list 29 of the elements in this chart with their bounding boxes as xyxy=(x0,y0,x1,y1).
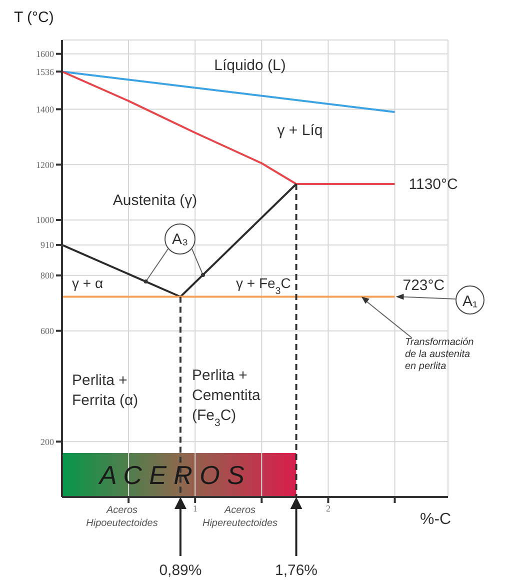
annotation: Líquido (L) xyxy=(214,57,286,74)
x-tick-label: 1 xyxy=(192,503,198,514)
y-tick-label: 600 xyxy=(40,326,54,336)
x-tick-label: 2 xyxy=(326,503,330,514)
text: 1,76% xyxy=(274,562,318,579)
annotation: γ + α xyxy=(72,275,104,291)
y-tick-label: 910 xyxy=(40,240,54,250)
y-tick-label: 200 xyxy=(40,436,54,447)
y-tick-label: 1400 xyxy=(36,104,54,114)
annotation: γ + Fe$_{3}$C xyxy=(236,275,291,296)
annotation: Perlita + Cementita (Fe$_{3}$C) xyxy=(192,367,262,429)
annotation: Perlita + Ferrita (α) xyxy=(72,372,138,409)
y-tick-label: 1536 xyxy=(36,66,54,77)
y-tick-label: 1600 xyxy=(36,49,54,60)
annotation: 723°C xyxy=(402,276,445,294)
text: Aceros Hipereutectoides xyxy=(202,505,278,529)
y-tick-label: 1200 xyxy=(36,160,54,170)
annotation: Austenita (γ) xyxy=(112,192,198,209)
text: Aceros Hipoeutectoides xyxy=(86,505,158,529)
annotation: Transformación de la austenita en perlita xyxy=(405,337,474,372)
annotation: 1130°C xyxy=(408,176,458,194)
text: 0,89% xyxy=(159,562,202,579)
annotation: γ + Líq xyxy=(277,122,323,139)
y-tick-label: 800 xyxy=(40,270,54,281)
y-tick-label: 1000 xyxy=(36,215,54,226)
y-axis-title: T (°C) xyxy=(14,9,54,26)
annotation: A₁ xyxy=(462,293,478,310)
annotation: A₃ xyxy=(172,231,188,248)
x-axis-title: %-C xyxy=(420,511,452,528)
